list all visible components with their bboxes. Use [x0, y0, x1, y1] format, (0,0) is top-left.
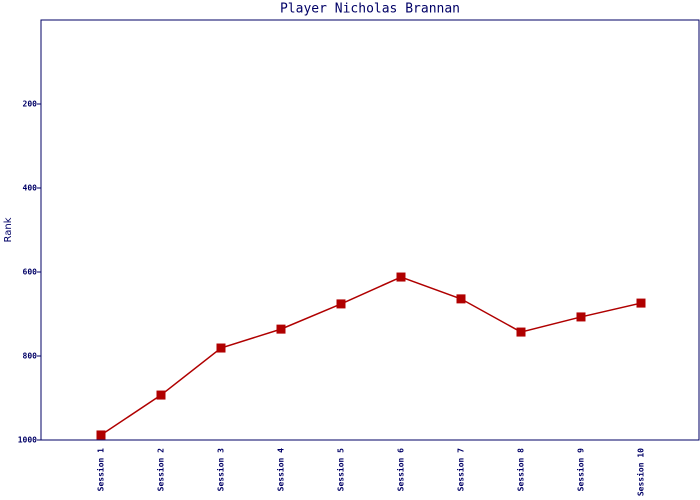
- point-marker: [96, 430, 106, 440]
- series-line: [100, 276, 642, 436]
- point-marker: [516, 327, 526, 337]
- y-tick-label: 800: [23, 352, 38, 361]
- y-axis-label: Rank: [3, 217, 14, 242]
- point-marker: [156, 390, 166, 400]
- x-tick-label: Session 5: [336, 448, 346, 492]
- y-tick-label: 400: [23, 184, 38, 193]
- point-marker: [396, 272, 406, 282]
- x-tick-label: Session 4: [276, 448, 286, 492]
- x-tick-label: Session 9: [576, 448, 586, 492]
- point-marker: [636, 298, 646, 308]
- plot-frame: [40, 19, 700, 441]
- chart-title: Player Nicholas Brannan: [280, 2, 460, 17]
- point-marker: [336, 299, 346, 309]
- x-tick-label: Session 6: [396, 448, 406, 492]
- y-tick-label: 200: [23, 100, 38, 109]
- y-tick-label: 1000: [18, 436, 37, 445]
- x-tick-label: Session 3: [216, 448, 226, 492]
- point-marker: [276, 324, 286, 334]
- x-tick-label: Session 10: [636, 448, 646, 496]
- point-marker: [576, 312, 586, 322]
- point-marker: [216, 343, 226, 353]
- x-tick-label: Session 1: [96, 448, 106, 492]
- x-tick-label: Session 8: [516, 448, 526, 492]
- x-tick-label: Session 2: [156, 448, 166, 492]
- x-tick-label: Session 7: [456, 448, 466, 492]
- y-tick-label: 600: [23, 268, 38, 277]
- point-marker: [456, 294, 466, 304]
